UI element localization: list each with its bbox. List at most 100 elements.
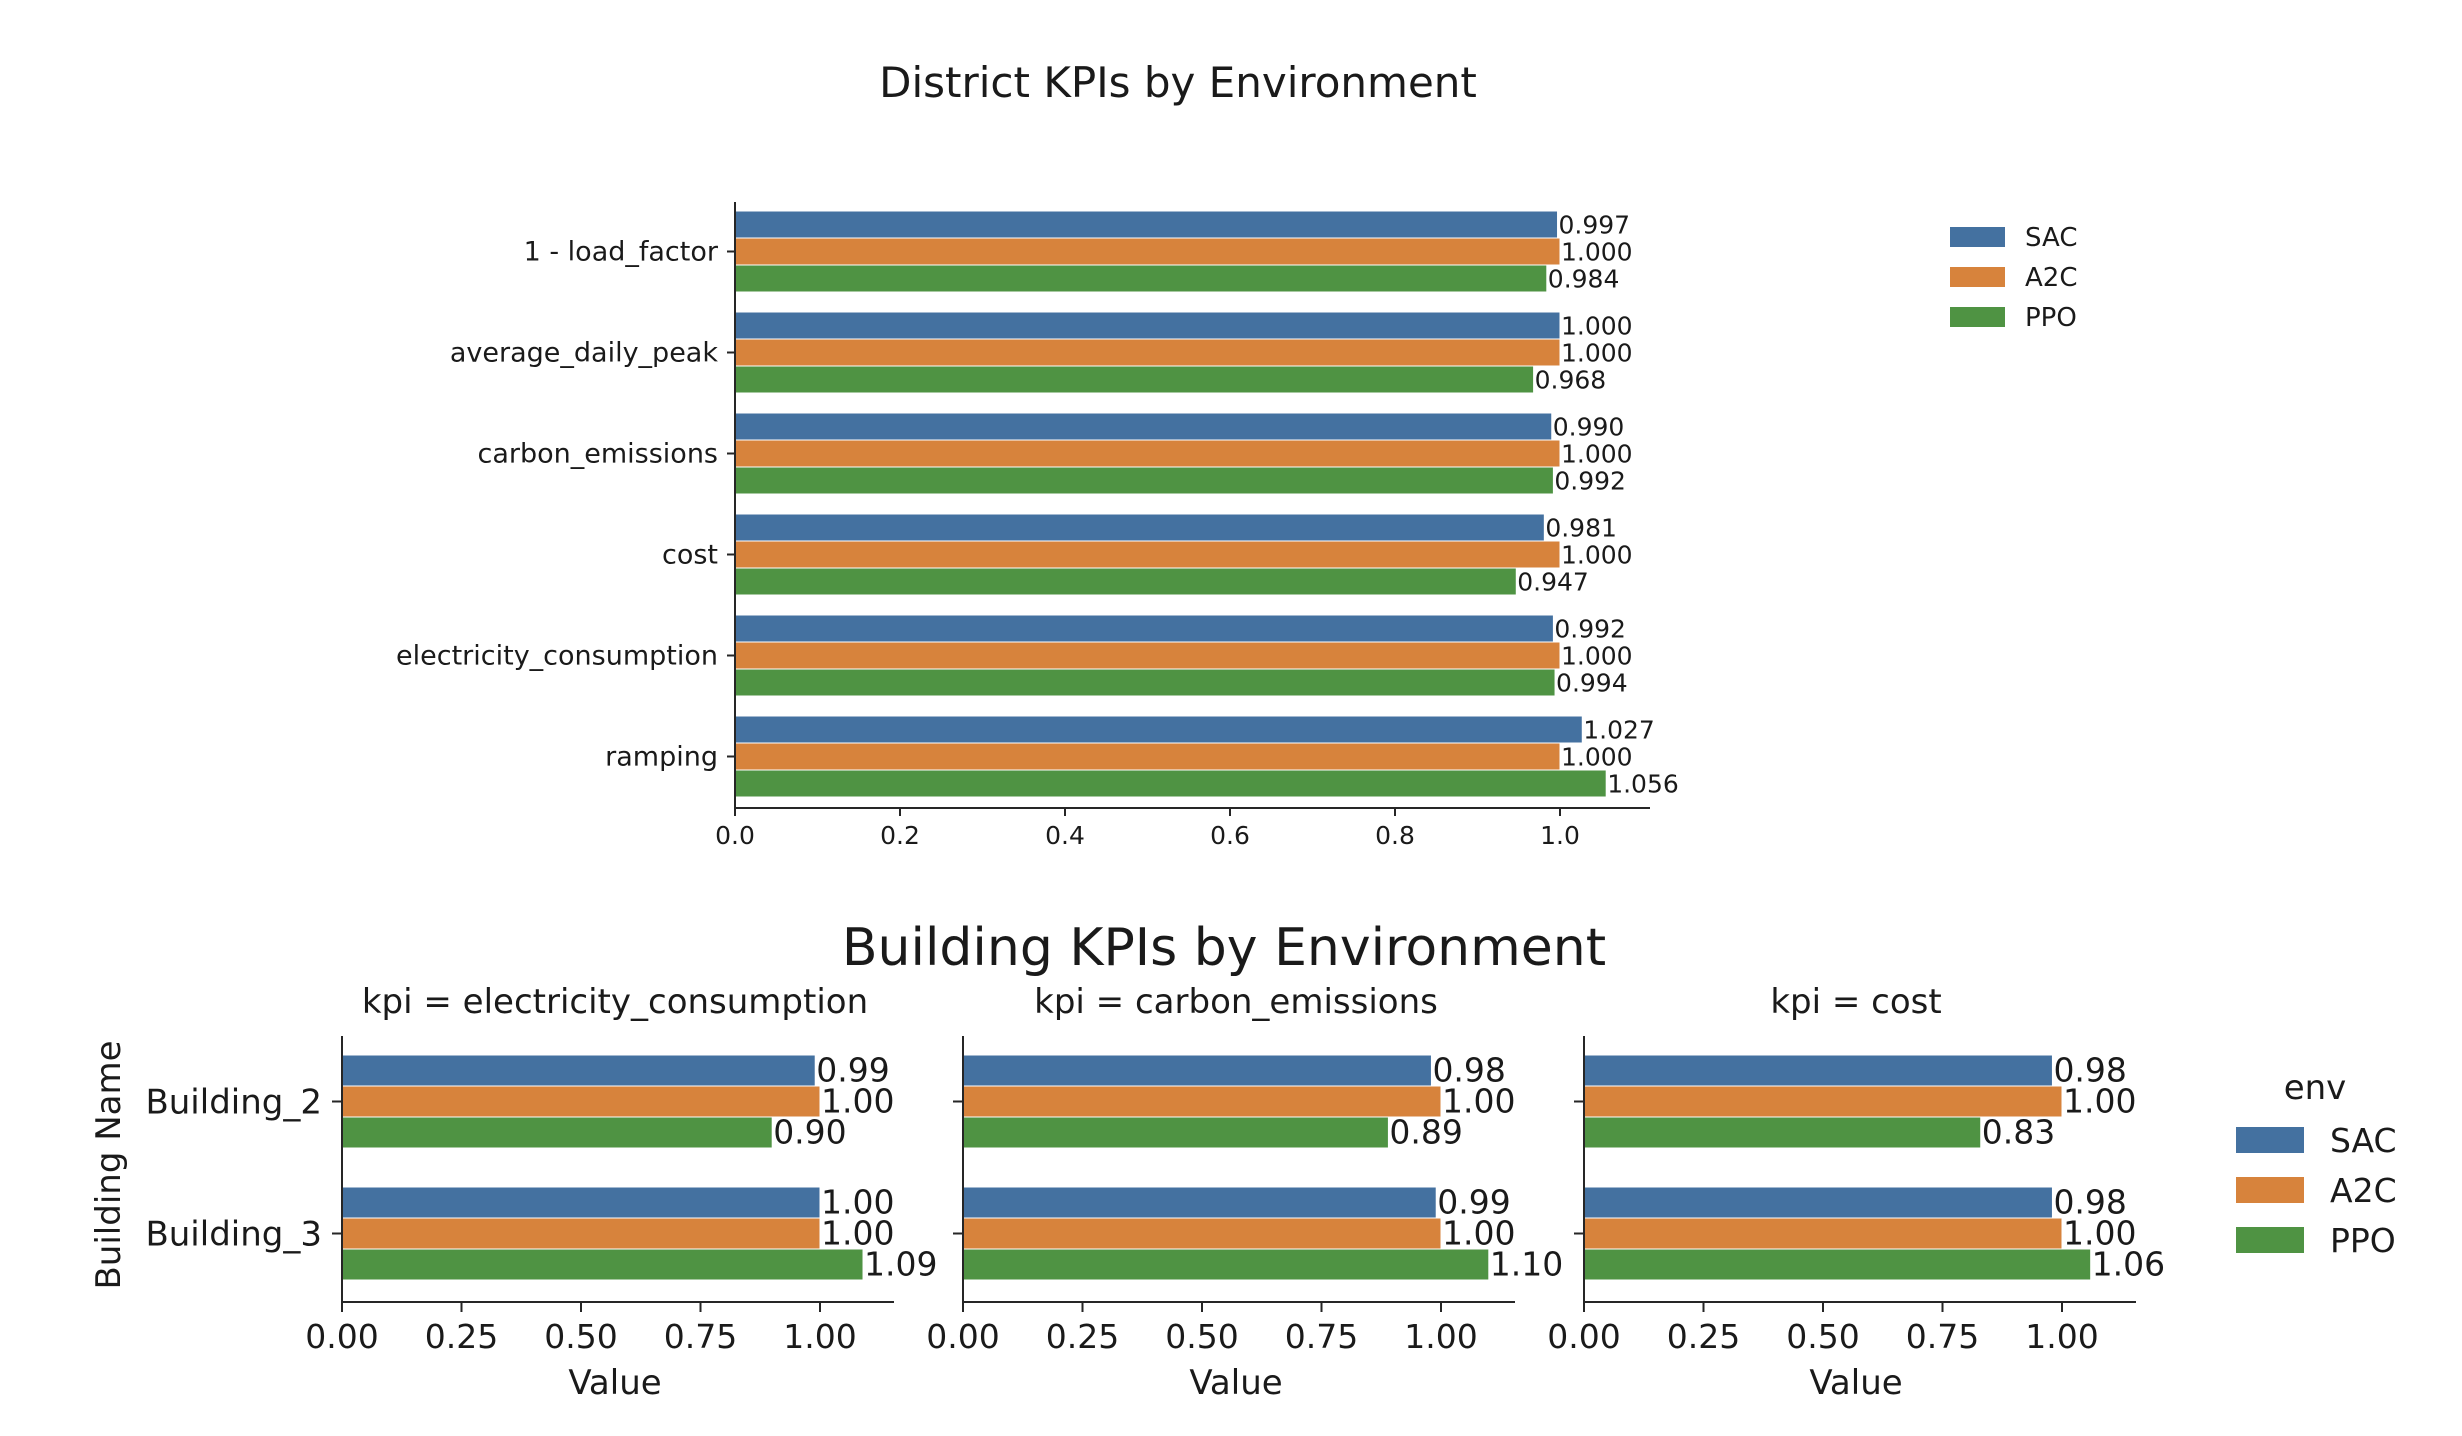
data-label-a2c-cost: 1.000 [1561, 541, 1633, 570]
bar-ppo-cost [734, 567, 1517, 596]
district-chart: District KPIs by Environment 0.9971.0000… [396, 58, 2077, 850]
bar-ppo-building-3 [1583, 1248, 2092, 1281]
data-label-ppo-cost: 0.947 [1517, 568, 1589, 597]
bar-a2c-building-3 [1583, 1217, 2063, 1250]
legend-label-a2c: A2C [2330, 1171, 2397, 1210]
legend-swatch-sac [1950, 227, 2005, 247]
legend-label-ppo: PPO [2330, 1221, 2396, 1260]
facet-bars: 0.981.000.890.991.001.100.00 0.25 0.50 0.75… [926, 1036, 1563, 1356]
legend-label-sac: SAC [2330, 1121, 2397, 1160]
data-label-a2c-1-load-factor: 1.000 [1561, 238, 1633, 267]
data-label-ppo-building-3: 1.09 [864, 1245, 937, 1284]
legend-swatch-ppo [2236, 1227, 2304, 1253]
data-label-ppo-average-daily-peak: 0.968 [1535, 366, 1607, 395]
data-label-sac-ramping: 1.027 [1583, 716, 1655, 745]
legend-label-a2c: A2C [2025, 263, 2077, 293]
x-tick-label: 0.75 [1285, 1317, 1358, 1356]
data-label-ppo-building-3: 1.10 [1490, 1245, 1563, 1284]
data-label-a2c-building-3: 1.00 [1442, 1214, 1515, 1253]
bar-ppo-1-load-factor [734, 264, 1548, 293]
bar-sac-building-2 [1583, 1054, 2053, 1087]
data-label-ppo-electricity-consumption: 0.994 [1556, 669, 1628, 698]
x-tick-label: 0.00 [305, 1317, 378, 1356]
y-tick-label-cost: cost [662, 540, 718, 571]
data-label-a2c-building-2: 1.00 [1442, 1082, 1515, 1121]
data-label-sac-building-3: 0.98 [2053, 1183, 2126, 1222]
facet-bars: 0.981.000.830.981.001.060.00 0.25 0.50 0.75… [1547, 1036, 2165, 1356]
data-label-sac-1-load-factor: 0.997 [1559, 211, 1631, 240]
facet-title: kpi = cost [1770, 982, 1941, 1022]
bar-ppo-average-daily-peak [734, 365, 1535, 394]
facet-title: kpi = electricity_consumption [362, 982, 868, 1022]
bar-a2c-carbon-emissions [734, 439, 1561, 468]
bar-sac-ramping [734, 715, 1583, 744]
x-tick-label: 1.00 [783, 1317, 856, 1356]
building-legend: env SAC A2C PPO [2236, 1068, 2397, 1260]
x-tick-label: 0.75 [664, 1317, 737, 1356]
facet-xlabel: Value [1809, 1363, 1902, 1403]
data-label-a2c-building-3: 1.00 [821, 1214, 894, 1253]
data-label-a2c-carbon-emissions: 1.000 [1561, 440, 1633, 469]
data-label-a2c-average-daily-peak: 1.000 [1561, 339, 1633, 368]
building-chart-title: Building KPIs by Environment [842, 918, 1606, 978]
bar-a2c-building-2 [962, 1085, 1442, 1118]
bar-ppo-building-2 [341, 1116, 773, 1149]
bar-ppo-electricity-consumption [734, 668, 1556, 697]
bar-a2c-average-daily-peak [734, 338, 1561, 367]
legend-swatch-a2c [2236, 1177, 2304, 1203]
facet-title: kpi = carbon_emissions [1034, 982, 1438, 1022]
y-tick-label-1-load-factor: 1 - load_factor [524, 237, 719, 268]
x-tick-label: 1.00 [2025, 1317, 2098, 1356]
bar-sac-1-load-factor [734, 210, 1559, 239]
data-label-ppo-building-2: 0.90 [773, 1113, 846, 1152]
data-label-ppo-building-2: 0.83 [1982, 1113, 2055, 1152]
y-tick-label-building-2: Building_2 [145, 1083, 322, 1123]
bar-a2c-building-2 [341, 1085, 821, 1118]
bar-ppo-building-2 [1583, 1116, 1982, 1149]
data-label-sac-building-2: 0.99 [816, 1051, 889, 1090]
y-tick-label-electricity-consumption: electricity_consumption [396, 641, 718, 672]
facet-bars: 0.991.000.90Building_21.001.001.09Buildi… [145, 1036, 938, 1356]
x-tick-label: 0.0 [715, 821, 755, 850]
district-axes: 1 - load_factor average_daily_peak carbon_… [396, 202, 1650, 850]
bar-ppo-carbon-emissions [734, 466, 1554, 495]
legend-label-ppo: PPO [2025, 303, 2077, 333]
x-tick-label: 0.25 [1046, 1317, 1119, 1356]
legend-swatch-ppo [1950, 307, 2005, 327]
facet-cost: kpi = cost Value 0.981.000.830.981.001.0… [1547, 982, 2165, 1403]
data-label-ppo-ramping: 1.056 [1607, 770, 1679, 799]
x-tick-label: 0.00 [926, 1317, 999, 1356]
bar-sac-carbon-emissions [734, 412, 1553, 441]
x-tick-label: 0.75 [1906, 1317, 1979, 1356]
bar-sac-building-3 [341, 1186, 821, 1219]
y-tick-label-ramping: ramping [605, 742, 718, 773]
data-label-sac-building-3: 0.99 [1437, 1183, 1510, 1222]
bar-ppo-building-3 [341, 1248, 864, 1281]
data-label-a2c-electricity-consumption: 1.000 [1561, 642, 1633, 671]
x-tick-label: 0.50 [1165, 1317, 1238, 1356]
legend-swatch-a2c [1950, 267, 2005, 287]
x-tick-label: 0.00 [1547, 1317, 1620, 1356]
district-chart-title: District KPIs by Environment [879, 58, 1477, 107]
data-label-ppo-building-2: 0.89 [1389, 1113, 1462, 1152]
legend-title: env [2284, 1068, 2347, 1108]
data-label-sac-building-3: 1.00 [821, 1183, 894, 1222]
data-label-a2c-building-3: 1.00 [2063, 1214, 2136, 1253]
bar-sac-building-3 [1583, 1186, 2053, 1219]
x-tick-label: 0.8 [1375, 821, 1415, 850]
data-label-sac-average-daily-peak: 1.000 [1561, 312, 1633, 341]
bar-ppo-building-3 [962, 1248, 1490, 1281]
x-tick-label: 0.50 [1786, 1317, 1859, 1356]
x-tick-label: 0.4 [1045, 821, 1085, 850]
data-label-sac-building-2: 0.98 [2053, 1051, 2126, 1090]
facet-electricity-consumption: kpi = electricity_consumption Value 0.99… [145, 982, 937, 1403]
bar-sac-cost [734, 513, 1545, 542]
data-label-ppo-1-load-factor: 0.984 [1548, 265, 1620, 294]
x-tick-label: 0.25 [425, 1317, 498, 1356]
bar-a2c-building-3 [962, 1217, 1442, 1250]
data-label-a2c-ramping: 1.000 [1561, 743, 1633, 772]
district-legend: SAC A2C PPO [1950, 223, 2077, 333]
x-tick-label: 0.50 [544, 1317, 617, 1356]
x-tick-label: 1.0 [1540, 821, 1580, 850]
